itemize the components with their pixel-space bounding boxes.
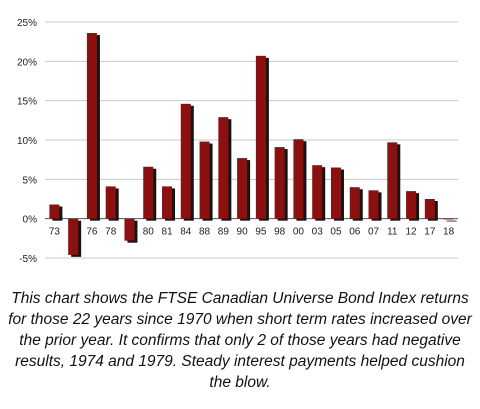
bar-88: [199, 141, 210, 219]
x-tick-label: 88: [199, 227, 211, 238]
bar-79: [124, 218, 135, 241]
y-tick-label: 20%: [17, 57, 37, 68]
bar-76: [86, 33, 97, 219]
bar-90: [237, 158, 248, 219]
bar-00: [293, 139, 304, 219]
x-tick-label: 17: [424, 227, 436, 238]
bar-11: [387, 142, 398, 219]
x-tick-label: 76: [86, 227, 98, 238]
bar-17: [424, 199, 435, 219]
y-tick-label: 0%: [23, 215, 38, 226]
x-tick-label: 80: [143, 227, 155, 238]
bar-shadow: [446, 220, 457, 222]
y-tick-label: 15%: [17, 97, 37, 108]
x-tick-label: 84: [180, 227, 192, 238]
x-tick-label: 89: [218, 227, 230, 238]
x-tick-label: 07: [368, 227, 380, 238]
x-tick-label: 78: [105, 227, 117, 238]
bars: [49, 33, 457, 257]
bar-05: [330, 167, 341, 219]
gridlines: [45, 21, 458, 259]
y-tick-label: 10%: [17, 136, 37, 147]
y-axis-ticks: 25% 20% 15% 10% 5% 0% -5%: [17, 18, 37, 265]
bar-80: [143, 166, 154, 219]
bar-chart: 25% 20% 15% 10% 5% 0% -5% 73 76 78 80 81 84 88 89 90 95…: [17, 18, 458, 265]
bar-07: [368, 190, 379, 219]
x-tick-label: 18: [443, 227, 455, 238]
bar-84: [180, 103, 191, 219]
x-tick-label: 90: [237, 227, 249, 238]
x-tick-label: 98: [274, 227, 286, 238]
y-tick-label: 5%: [23, 175, 38, 186]
x-tick-label: 95: [255, 227, 267, 238]
x-tick-label: 81: [161, 227, 173, 238]
bar-95: [255, 55, 266, 219]
bar-03: [312, 165, 323, 219]
x-tick-label: 00: [293, 227, 305, 238]
x-axis-ticks: 73 76 78 80 81 84 88 89 90 95 98 00 03 05 06 07 11 12 17 18: [49, 227, 455, 238]
bar-78: [105, 186, 116, 219]
x-tick-label: 11: [387, 227, 398, 238]
chart-caption: This chart shows the FTSE Canadian Unive…: [8, 290, 472, 391]
bar-89: [218, 117, 229, 219]
x-tick-label: 03: [312, 227, 324, 238]
bar-98: [274, 147, 285, 219]
bar-74: [68, 218, 79, 255]
x-tick-label: 73: [49, 227, 61, 238]
y-tick-label: -5%: [19, 254, 37, 265]
bar-06: [349, 187, 360, 219]
bar-73: [49, 204, 60, 219]
x-tick-label: 12: [406, 227, 418, 238]
y-tick-label: 25%: [17, 18, 37, 29]
bar-81: [162, 186, 173, 219]
bar-18: [443, 218, 454, 220]
bar-12: [406, 191, 417, 219]
x-tick-label: 05: [330, 227, 342, 238]
x-tick-label: 06: [349, 227, 361, 238]
